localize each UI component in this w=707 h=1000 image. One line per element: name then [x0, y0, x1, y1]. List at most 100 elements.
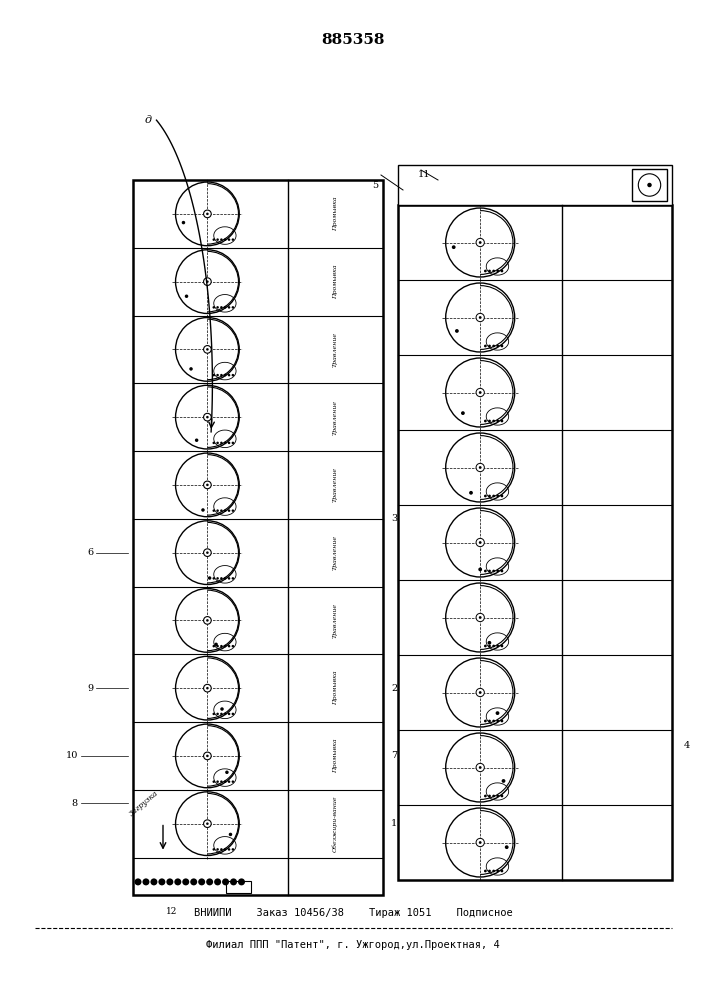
Circle shape: [213, 848, 215, 851]
Circle shape: [224, 374, 226, 376]
Text: Промывка: Промывка: [333, 671, 338, 705]
Circle shape: [476, 613, 484, 622]
Bar: [562, 805, 672, 880]
Circle shape: [445, 283, 515, 352]
Circle shape: [232, 442, 234, 444]
Circle shape: [232, 713, 234, 715]
Bar: [562, 655, 672, 730]
Circle shape: [488, 345, 491, 347]
Circle shape: [501, 270, 503, 272]
Circle shape: [445, 358, 515, 427]
Circle shape: [134, 878, 141, 885]
Circle shape: [501, 420, 503, 422]
Circle shape: [476, 313, 484, 322]
Circle shape: [479, 541, 481, 544]
Bar: [288, 383, 383, 451]
Circle shape: [206, 619, 209, 622]
Circle shape: [166, 878, 173, 885]
Circle shape: [206, 755, 209, 757]
Text: 5: 5: [372, 180, 378, 190]
Circle shape: [488, 495, 491, 497]
Circle shape: [224, 442, 226, 444]
Text: Промывка: Промывка: [333, 739, 338, 773]
Circle shape: [216, 238, 219, 241]
Circle shape: [501, 495, 503, 497]
Circle shape: [476, 688, 484, 697]
Circle shape: [175, 724, 239, 788]
Circle shape: [230, 878, 237, 885]
Circle shape: [484, 795, 486, 797]
Text: 4: 4: [684, 740, 690, 750]
Bar: [562, 280, 672, 355]
Circle shape: [648, 183, 652, 187]
Circle shape: [238, 878, 245, 885]
Bar: [562, 355, 672, 430]
Circle shape: [479, 841, 481, 844]
Circle shape: [492, 270, 495, 272]
Text: 6: 6: [87, 548, 93, 557]
Circle shape: [204, 278, 211, 285]
Bar: [562, 580, 672, 655]
Circle shape: [492, 795, 495, 797]
Circle shape: [213, 306, 215, 309]
Circle shape: [204, 617, 211, 624]
Bar: [288, 316, 383, 383]
Bar: [398, 205, 672, 880]
Circle shape: [206, 213, 209, 215]
Circle shape: [182, 878, 189, 885]
Circle shape: [496, 345, 499, 347]
Circle shape: [232, 306, 234, 309]
Circle shape: [228, 780, 230, 783]
Circle shape: [232, 238, 234, 241]
Circle shape: [501, 870, 503, 872]
Circle shape: [496, 270, 499, 272]
Circle shape: [228, 238, 230, 241]
Text: Травление: Травление: [333, 467, 338, 502]
Circle shape: [195, 438, 199, 442]
Circle shape: [175, 792, 239, 856]
Text: д: д: [144, 115, 151, 125]
Bar: [562, 505, 672, 580]
Circle shape: [220, 374, 223, 376]
Circle shape: [175, 589, 239, 652]
Circle shape: [445, 508, 515, 577]
Circle shape: [232, 577, 234, 580]
Circle shape: [505, 845, 508, 849]
Circle shape: [158, 878, 165, 885]
Bar: [632, 169, 667, 201]
Circle shape: [220, 577, 223, 580]
Circle shape: [484, 420, 486, 422]
Circle shape: [216, 374, 219, 376]
Circle shape: [488, 420, 491, 422]
Text: 11: 11: [418, 170, 431, 179]
Circle shape: [488, 645, 491, 647]
Circle shape: [501, 570, 503, 572]
Circle shape: [232, 509, 234, 512]
Circle shape: [143, 878, 149, 885]
Text: Промывка: Промывка: [333, 197, 338, 231]
Circle shape: [232, 374, 234, 376]
Bar: [288, 451, 383, 519]
Bar: [288, 722, 383, 790]
Text: 9: 9: [87, 684, 93, 693]
Circle shape: [224, 713, 226, 715]
Bar: [562, 205, 672, 280]
Circle shape: [220, 306, 223, 309]
Circle shape: [484, 645, 486, 647]
Circle shape: [214, 643, 218, 646]
Circle shape: [198, 878, 205, 885]
Circle shape: [228, 374, 230, 376]
Circle shape: [445, 808, 515, 877]
Text: 12: 12: [166, 907, 177, 916]
Circle shape: [220, 780, 223, 783]
Circle shape: [488, 641, 491, 645]
Circle shape: [228, 577, 230, 580]
Circle shape: [476, 538, 484, 547]
Circle shape: [228, 848, 230, 851]
Circle shape: [476, 463, 484, 472]
Circle shape: [488, 720, 491, 722]
Circle shape: [492, 570, 495, 572]
Circle shape: [175, 878, 181, 885]
Bar: [288, 248, 383, 316]
Text: ВНИИПИ    Заказ 10456/38    Тираж 1051    Подписное: ВНИИПИ Заказ 10456/38 Тираж 1051 Подписн…: [194, 908, 513, 918]
